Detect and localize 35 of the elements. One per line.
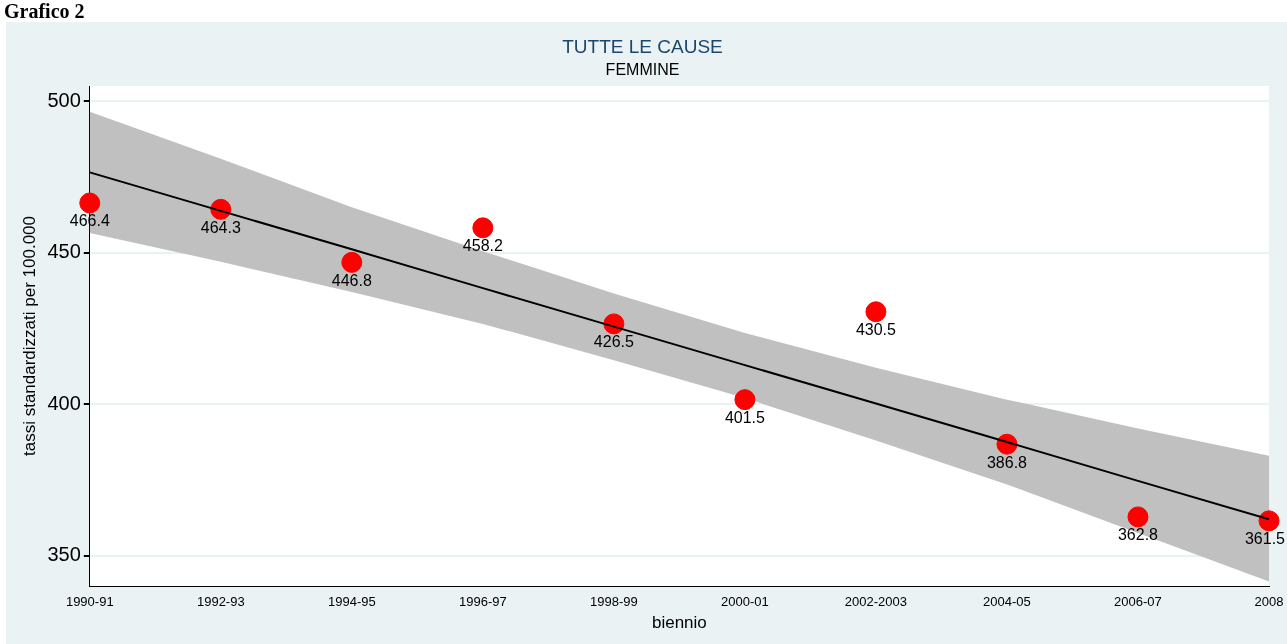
point xyxy=(1127,506,1149,528)
x-tick-label: 2000-01 xyxy=(721,594,769,610)
text: Grafico 2 xyxy=(4,0,85,23)
x-tick-label: 2006-07 xyxy=(1114,594,1162,610)
x-tick-label: 2008 xyxy=(1254,594,1284,610)
point xyxy=(734,389,756,411)
x-tick-label: 2004-05 xyxy=(983,594,1031,610)
data-label: 362.8 xyxy=(1117,526,1159,544)
x-tick-label: 1994-95 xyxy=(327,594,376,610)
x-tick-label: 2002-2003 xyxy=(844,594,908,610)
point xyxy=(79,192,101,214)
data-label: 430.5 xyxy=(855,321,897,339)
chart-title: TUTTE LE CAUSE xyxy=(562,35,723,57)
x-tick-label: 1992-93 xyxy=(196,594,245,610)
data-label: 458.2 xyxy=(462,237,503,255)
data-label: 401.5 xyxy=(724,409,766,427)
x-axis-title: biennio xyxy=(651,613,707,633)
data-label: 361.5 xyxy=(1244,530,1286,548)
point xyxy=(341,251,363,273)
x-tick-label: 1996-97 xyxy=(458,594,507,610)
x-tick-label: 1998-99 xyxy=(590,594,638,610)
chart-subtitle: FEMMINE xyxy=(605,60,680,78)
data-label: 386.8 xyxy=(986,453,1028,471)
y-tick-label: 350 xyxy=(47,543,81,566)
data-label: 446.8 xyxy=(331,271,372,289)
x-tick-label: 1990-91 xyxy=(65,594,114,610)
y-tick-label: 400 xyxy=(47,391,81,414)
data-label: 426.5 xyxy=(593,333,634,351)
point xyxy=(1258,510,1280,532)
data-label: 464.3 xyxy=(200,218,241,236)
y-tick-label: 450 xyxy=(47,240,81,263)
y-axis-title: tassi standardizzati per 100.000 xyxy=(19,215,39,457)
point xyxy=(865,301,887,323)
y-tick-label: 500 xyxy=(47,88,81,111)
point xyxy=(472,217,494,239)
